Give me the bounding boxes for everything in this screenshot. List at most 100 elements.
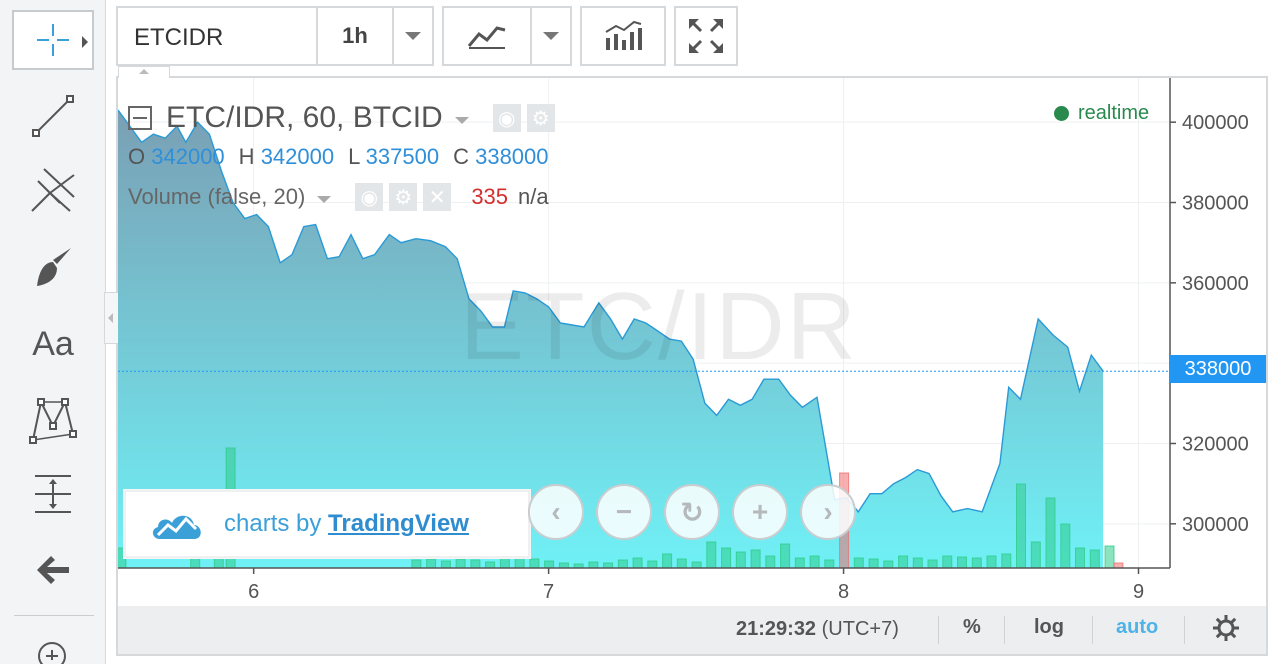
symbol-input[interactable]: ETCIDR — [134, 24, 224, 51]
symbol-search-box[interactable]: ETCIDR 1h — [116, 6, 434, 66]
arrow-left-icon — [37, 556, 69, 584]
toolbar-toggle-handle[interactable] — [104, 292, 118, 344]
main-series-legend: ETC/IDR, 60, BTCID ◉ ⚙ — [128, 98, 555, 138]
time-tick-label: 9 — [1133, 581, 1144, 603]
time-tick-label: 7 — [543, 581, 554, 603]
volume-bar — [1030, 541, 1041, 569]
zoom-out-button[interactable]: − — [596, 484, 652, 540]
crosshair-tool[interactable] — [12, 10, 94, 70]
fullscreen-button[interactable] — [674, 6, 738, 66]
tradingview-link[interactable]: TradingView — [328, 510, 469, 537]
volume-bar — [1075, 547, 1085, 569]
toolbar-divider — [14, 615, 94, 616]
volume-bar — [853, 557, 864, 569]
back-tool[interactable] — [12, 540, 94, 600]
log-scale-button[interactable]: log — [1034, 616, 1064, 638]
zoom-in-button[interactable]: + — [732, 484, 788, 540]
measure-tool[interactable] — [12, 464, 94, 524]
pattern-tool[interactable] — [12, 390, 94, 450]
volume-bar — [794, 557, 805, 569]
volume-bar — [750, 549, 761, 569]
collapse-header-tab[interactable] — [118, 66, 170, 78]
volume-bar — [1089, 549, 1100, 569]
time-tick-label: 8 — [838, 581, 849, 603]
volume-bar — [632, 557, 643, 569]
chevron-right-icon: › — [823, 496, 833, 527]
volume-bar — [824, 559, 835, 569]
indicators-button[interactable] — [580, 6, 666, 66]
crosshair-icon — [37, 24, 69, 56]
line-chart-icon — [467, 26, 506, 49]
percent-scale-button[interactable]: % — [963, 616, 981, 638]
gear-icon[interactable]: ⚙ — [526, 104, 555, 132]
chevron-down-icon[interactable] — [317, 195, 332, 203]
gear-icon[interactable]: ⚙ — [389, 183, 418, 211]
chart-area[interactable]: 300000 320000 360000 380000 400000 6 7 8 9 — [116, 76, 1268, 656]
price-tick-label: 320000 — [1182, 433, 1249, 455]
legend-title[interactable]: ETC/IDR, 60, BTCID — [166, 101, 443, 134]
chart-type-box — [442, 6, 572, 66]
price-tick-label: 400000 — [1182, 112, 1249, 134]
text-tool[interactable]: Aa — [12, 314, 94, 374]
brush-tool[interactable] — [12, 238, 94, 298]
zoom-in-tool[interactable] — [12, 626, 94, 664]
volume-bar — [662, 553, 673, 569]
price-chart[interactable]: 300000 320000 360000 380000 400000 6 7 8 9 — [118, 78, 1266, 654]
badge-prefix: charts by — [224, 510, 329, 537]
chart-type-dropdown[interactable] — [530, 8, 570, 64]
volume-label[interactable]: Volume (false, 20) — [128, 184, 306, 209]
pattern-icon — [29, 398, 77, 444]
price-tick-label: 380000 — [1182, 193, 1249, 215]
volume-bar — [470, 559, 481, 569]
volume-bar — [440, 560, 451, 569]
volume-legend: Volume (false, 20) ◉ ⚙ ✕ 335 n/a — [128, 182, 549, 212]
ohlc-close-value: 338000 — [475, 144, 549, 169]
volume-bar — [691, 561, 702, 569]
drawing-toolbar: Aa — [0, 0, 106, 664]
collapse-legend-icon[interactable] — [128, 106, 152, 130]
chart-settings-button[interactable] — [1212, 614, 1240, 647]
minus-icon: − — [615, 496, 633, 527]
realtime-status: realtime — [1054, 102, 1149, 125]
volume-legend-actions: ◉ ⚙ ✕ — [349, 183, 452, 211]
ohlc-values: O 342000 H 342000 L 337500 C 338000 — [128, 144, 553, 170]
divider — [1092, 616, 1093, 644]
eye-icon[interactable]: ◉ — [355, 183, 384, 211]
clock[interactable]: 21:29:32 (UTC+7) — [736, 618, 899, 641]
chevron-down-icon[interactable] — [454, 116, 469, 124]
eye-icon[interactable]: ◉ — [492, 104, 521, 132]
volume-bar — [544, 560, 555, 569]
volume-bar — [426, 558, 437, 569]
auto-scale-button[interactable]: auto — [1116, 616, 1159, 638]
volume-bar — [617, 559, 628, 569]
volume-bar — [735, 551, 746, 569]
volume-ma-value: n/a — [518, 184, 549, 209]
time-tick-label: 6 — [248, 581, 259, 603]
volume-bar — [868, 558, 879, 569]
volume-bar — [721, 547, 732, 569]
scroll-left-button[interactable]: ‹ — [528, 484, 584, 540]
tradingview-badge[interactable]: charts by TradingView — [124, 490, 530, 558]
reset-button[interactable]: ↻ — [664, 484, 720, 540]
fullscreen-icon — [689, 19, 723, 53]
pitchfork-tool[interactable] — [12, 160, 94, 220]
volume-value: 335 — [471, 184, 509, 209]
chart-type-button[interactable] — [444, 8, 530, 64]
volume-bar — [912, 557, 923, 569]
close-icon[interactable]: ✕ — [423, 183, 452, 211]
ohlc-high-key: H — [238, 144, 255, 169]
ohlc-low-value: 337500 — [365, 144, 440, 169]
interval-button[interactable]: 1h — [316, 8, 392, 64]
refresh-icon: ↻ — [680, 496, 704, 528]
volume-bar — [942, 555, 953, 569]
interval-dropdown[interactable] — [392, 8, 432, 64]
volume-bar — [499, 557, 510, 569]
volume-bar — [411, 559, 422, 569]
trend-line-tool[interactable] — [12, 86, 94, 146]
flyout-arrow-icon[interactable] — [82, 36, 88, 48]
text-tool-label: Aa — [32, 324, 74, 363]
scroll-right-button[interactable]: › — [800, 484, 856, 540]
measure-icon — [35, 475, 71, 513]
ohlc-low-key: L — [348, 144, 360, 169]
volume-bar — [588, 561, 599, 569]
